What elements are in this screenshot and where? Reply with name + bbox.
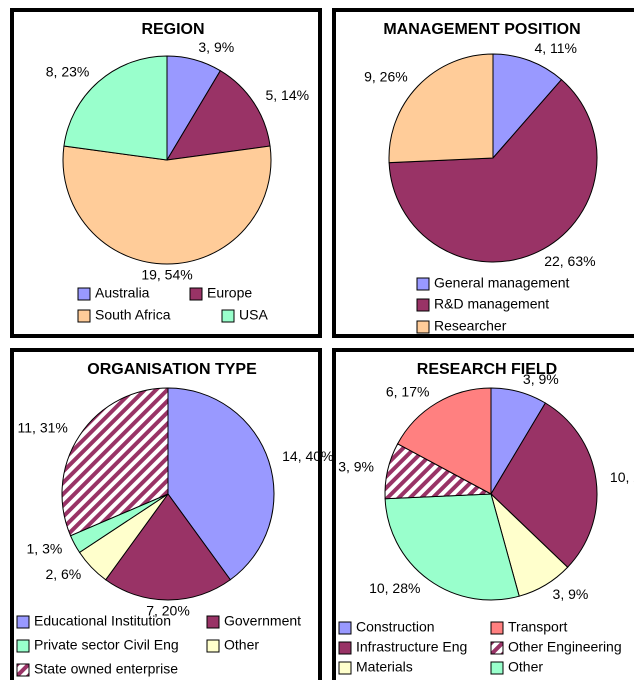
- data-label: 10, 28%: [610, 469, 634, 485]
- legend-swatch: [490, 661, 504, 675]
- pie-slice: [62, 145, 272, 265]
- legend-swatch: [490, 621, 504, 635]
- data-label: 19, 54%: [141, 267, 192, 283]
- legend-label: Transport: [508, 619, 568, 635]
- data-label: 11, 31%: [18, 420, 68, 436]
- legend-swatch: [16, 663, 30, 677]
- legend-swatch: [16, 615, 30, 629]
- legend-swatch: [338, 661, 352, 675]
- data-label: 5, 14%: [265, 87, 309, 103]
- legend-label: Construction: [356, 619, 435, 635]
- data-label: 14, 40%: [282, 448, 333, 464]
- legend-swatch: [221, 309, 235, 323]
- data-label: 7, 20%: [146, 603, 190, 619]
- chart-title: MANAGEMENT POSITION: [383, 21, 580, 38]
- legend-label: State owned enterprise: [34, 661, 178, 677]
- pie-slice: [388, 53, 494, 164]
- pie-slice: [388, 78, 598, 263]
- legend-swatch: [490, 641, 504, 655]
- panel: [332, 348, 634, 680]
- legend-label: Europe: [207, 285, 252, 301]
- pie-slice: [396, 387, 492, 495]
- legend-swatch: [416, 320, 430, 334]
- legend-swatch: [416, 277, 430, 291]
- data-label: 3, 9%: [553, 586, 589, 602]
- data-label: 9, 26%: [364, 69, 408, 85]
- legend-swatch: [338, 641, 352, 655]
- pie-slice: [104, 493, 232, 601]
- data-label: 1, 3%: [27, 541, 63, 557]
- data-label: 22, 63%: [544, 253, 595, 269]
- legend-label: Government: [224, 613, 301, 629]
- chart-title: REGION: [141, 21, 204, 38]
- data-label: 10, 28%: [369, 580, 420, 596]
- panel: [10, 8, 322, 338]
- pie-slice: [166, 70, 271, 161]
- pie-slice: [490, 402, 598, 568]
- legend-swatch: [189, 287, 203, 301]
- data-label: 6, 17%: [386, 383, 430, 399]
- legend-swatch: [338, 621, 352, 635]
- chart-title: RESEARCH FIELD: [417, 361, 557, 378]
- legend-swatch: [206, 615, 220, 629]
- legend-label: Private sector Civil Eng: [34, 637, 179, 653]
- data-label: 8, 23%: [46, 63, 90, 79]
- pie-slice: [384, 493, 520, 601]
- data-label: 3, 9%: [198, 39, 234, 55]
- legend-swatch: [16, 639, 30, 653]
- legend-label: Other: [508, 659, 543, 675]
- legend-swatch: [77, 287, 91, 301]
- pie-slice: [167, 387, 275, 581]
- legend-label: Australia: [95, 285, 150, 301]
- panel: [10, 348, 322, 680]
- legend-label: General management: [434, 275, 570, 291]
- panel: [332, 8, 634, 338]
- data-label: 3, 9%: [523, 371, 559, 387]
- legend-label: Educational Institution: [34, 613, 171, 629]
- legend-label: Infrastructure Eng: [356, 639, 467, 655]
- data-label: 3, 9%: [338, 458, 374, 474]
- chart-title: ORGANISATION TYPE: [87, 361, 257, 378]
- legend-label: Researcher: [434, 318, 507, 334]
- pie-slice: [61, 387, 169, 537]
- legend-label: Materials: [356, 659, 413, 675]
- pie-slice: [63, 55, 168, 161]
- legend-label: R&D management: [434, 296, 549, 312]
- legend-swatch: [206, 639, 220, 653]
- legend-label: USA: [239, 307, 268, 323]
- data-label: 2, 6%: [45, 566, 81, 582]
- legend-swatch: [416, 298, 430, 312]
- legend-label: Other: [224, 637, 259, 653]
- legend-label: Other Engineering: [508, 639, 622, 655]
- legend-label: South Africa: [95, 307, 171, 323]
- data-label: 4, 11%: [534, 40, 577, 56]
- pie-slice: [492, 53, 563, 160]
- legend-swatch: [77, 309, 91, 323]
